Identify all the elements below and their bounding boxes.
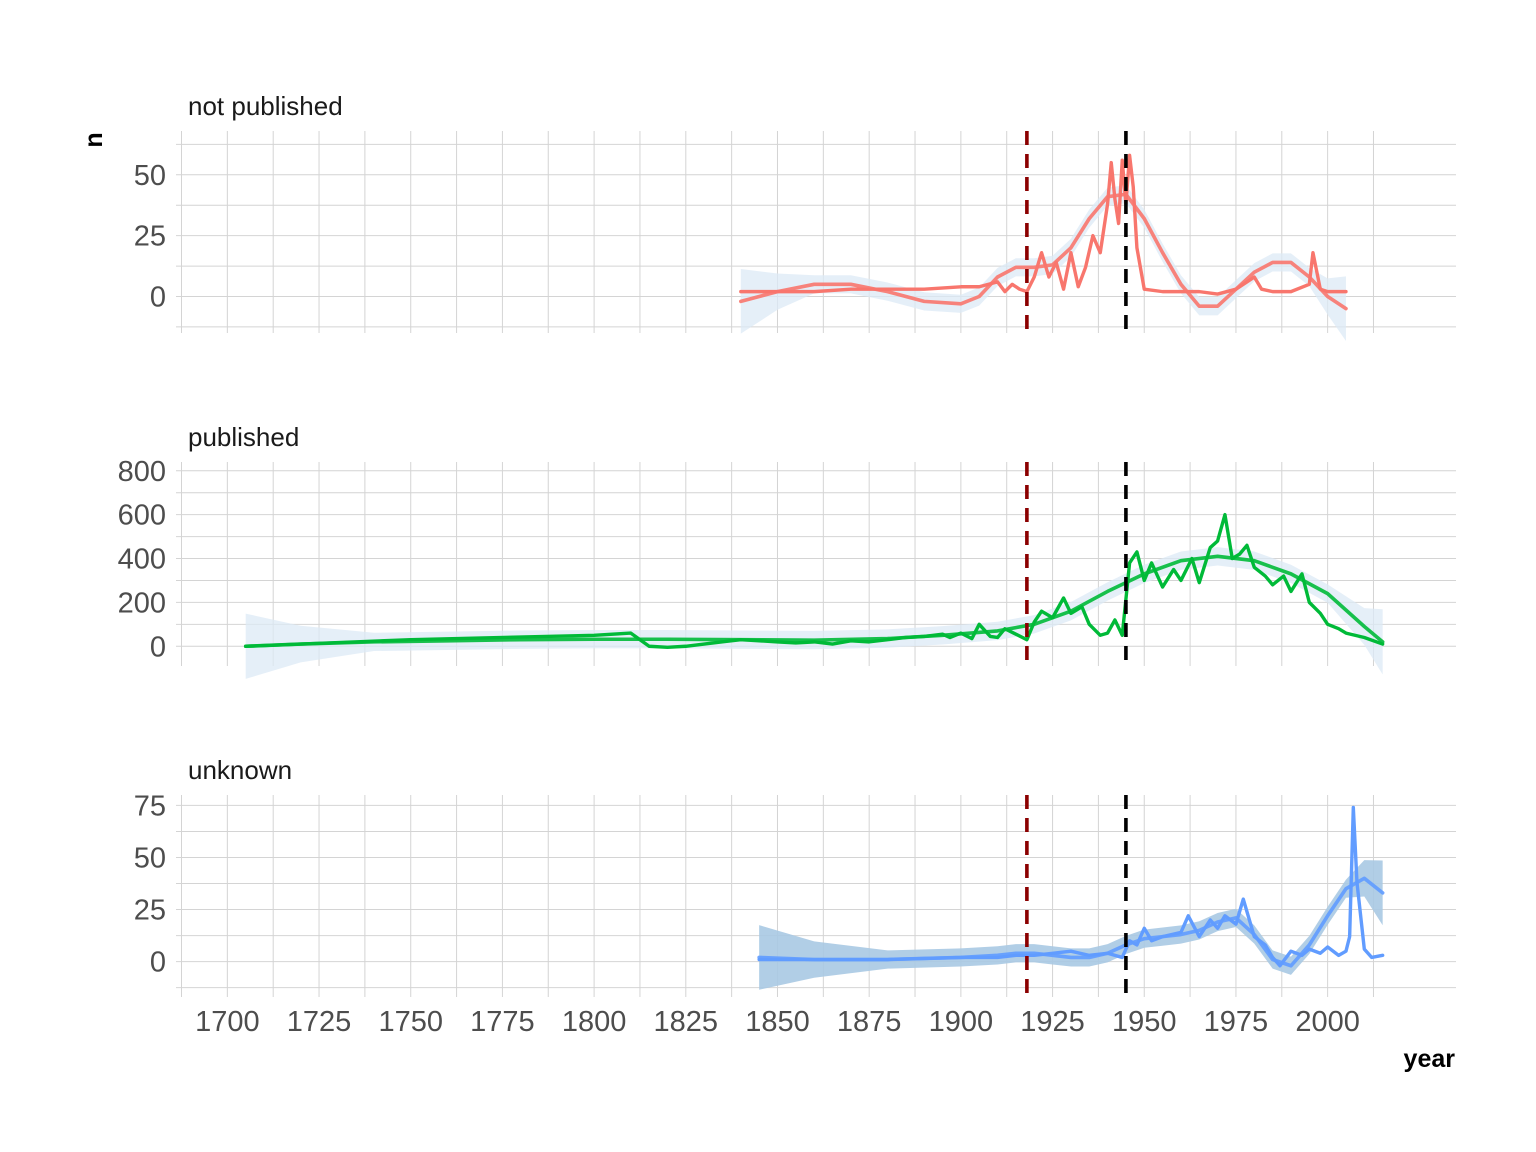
x-tick-label: 1700 [195,1006,260,1038]
facet-title: unknown [188,755,292,785]
confidence-ribbon [759,860,1383,990]
x-tick-label: 1825 [654,1006,719,1038]
x-axis-title: year [1404,1045,1456,1073]
x-tick-label: 2000 [1295,1006,1360,1038]
y-tick-label: 600 [118,500,166,532]
x-tick-label: 1850 [745,1006,810,1038]
panel-not-published: 0 25 50 not published [134,91,1456,341]
confidence-ribbon [245,547,1383,679]
x-tick-label: 1800 [562,1006,627,1038]
x-tick-label: 1750 [378,1006,443,1038]
y-tick-label: 0 [150,631,166,663]
y-tick-label: 25 [134,221,166,253]
y-tick-label: 75 [134,790,166,822]
chart-panels: 0 25 50 not published 0 200 400 600 800 published… [118,91,1456,997]
x-axis: 1700 1725 1750 1775 1800 1825 1850 1875 1900 1925… [195,1006,1360,1038]
x-tick-label: 1950 [1112,1006,1177,1038]
y-tick-label: 50 [134,842,166,874]
y-tick-label: 50 [134,160,166,192]
x-tick-label: 1775 [470,1006,535,1038]
y-tick-label: 200 [118,587,166,619]
facet-title: published [188,422,299,452]
smooth-trend-line [757,876,1385,968]
y-tick-label: 0 [150,281,166,313]
x-tick-label: 1975 [1204,1006,1269,1038]
panel-unknown: 0 25 50 75 unknown [134,755,1456,997]
x-tick-label: 1725 [287,1006,352,1038]
smooth-trend-line [739,192,1348,311]
x-tick-label: 1875 [837,1006,902,1038]
panel-published: 0 200 400 600 800 published [118,422,1456,679]
y-tick-label: 800 [118,456,166,488]
raw-series-line [243,512,1385,650]
y-tick-label: 0 [150,947,166,979]
y-tick-label: 400 [118,544,166,576]
x-tick-label: 1925 [1020,1006,1085,1038]
y-tick-label: 25 [134,895,166,927]
x-tick-label: 1900 [929,1006,994,1038]
y-axis-title: n [80,132,108,147]
facet-title: not published [188,91,343,121]
smooth-trend-line [243,554,1385,649]
